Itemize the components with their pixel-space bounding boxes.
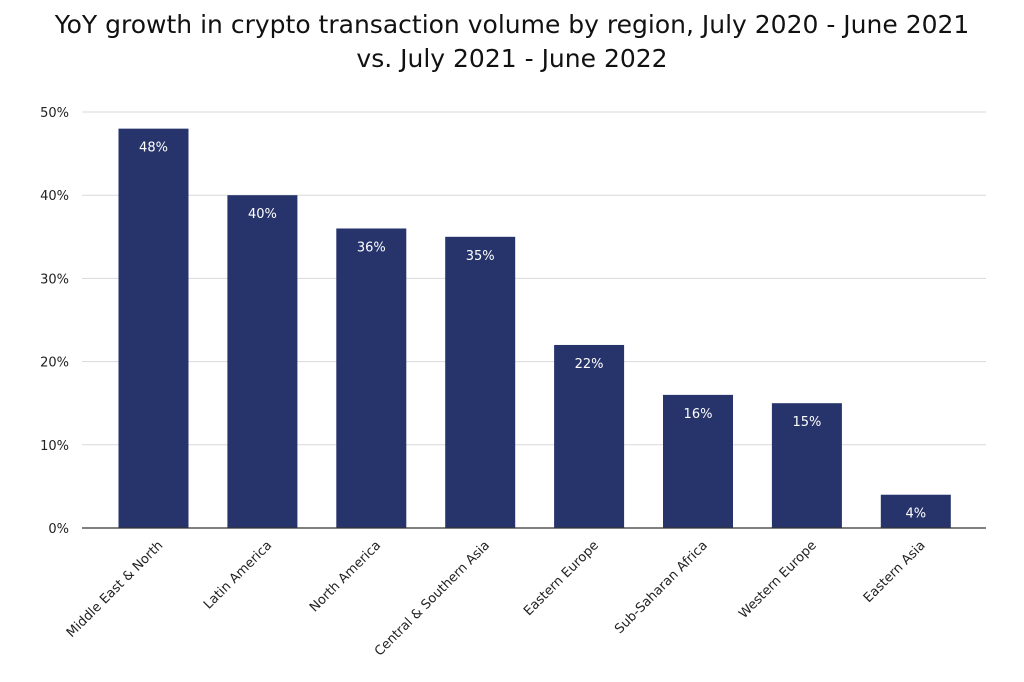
bar <box>227 195 298 528</box>
y-tick-label: 30% <box>40 272 69 287</box>
y-tick-label: 0% <box>48 522 69 537</box>
category-label: Central & Southern Asia <box>372 538 493 659</box>
bar <box>663 394 733 528</box>
data-label: 35% <box>466 249 495 264</box>
data-label: 22% <box>575 357 604 372</box>
chart-title-line-2: vs. July 2021 - June 2022 <box>356 44 668 73</box>
bar <box>771 403 842 528</box>
data-label: 16% <box>684 407 713 422</box>
category-label: Eastern Europe <box>521 538 602 619</box>
category-label: North America <box>307 538 384 615</box>
y-tick-label: 20% <box>40 356 69 371</box>
chart-title: YoY growth in crypto transaction volume … <box>0 8 1024 76</box>
data-label: 4% <box>905 507 926 522</box>
data-label: 15% <box>792 415 821 430</box>
bar <box>118 128 189 528</box>
bar <box>554 344 625 528</box>
category-labels: Middle East & North Latin America North Am… <box>64 538 929 659</box>
y-tick-label: 10% <box>40 439 69 454</box>
bars <box>118 128 951 529</box>
y-tick-label: 40% <box>40 189 69 204</box>
y-axis-ticks: 0% 10% 20% 30% 40% 50% <box>40 106 69 537</box>
bar <box>336 228 407 529</box>
data-label: 40% <box>248 207 277 222</box>
data-label: 36% <box>357 240 386 255</box>
category-label: Sub-Saharan Africa <box>612 538 711 637</box>
bar <box>880 494 951 528</box>
data-label: 48% <box>139 141 168 156</box>
category-label: Western Europe <box>736 538 820 622</box>
category-label: Eastern Asia <box>861 538 929 606</box>
category-label: Middle East & North <box>64 538 166 640</box>
category-label: Latin America <box>201 538 275 612</box>
gridlines <box>82 111 986 446</box>
y-tick-label: 50% <box>40 106 69 121</box>
bar <box>445 236 516 529</box>
chart-title-line-1: YoY growth in crypto transaction volume … <box>54 10 970 39</box>
data-labels: 48% 40% 36% 35% 22% 16% 15% 4% <box>139 141 926 522</box>
